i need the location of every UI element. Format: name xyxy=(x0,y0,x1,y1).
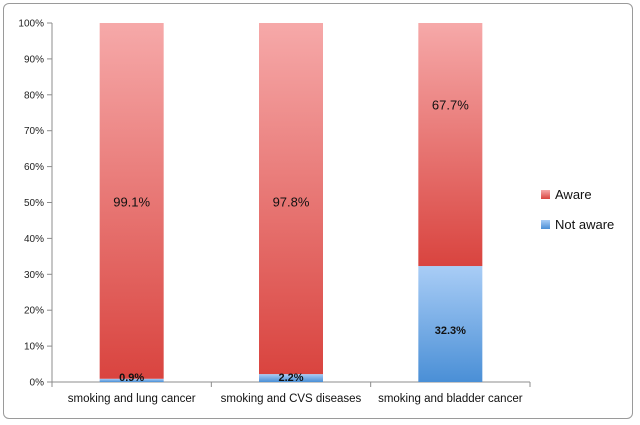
legend-label: Not aware xyxy=(555,217,614,232)
y-tick-label: 0% xyxy=(30,378,45,389)
x-category-label: smoking and lung cancer xyxy=(68,393,196,405)
bar-aware xyxy=(99,23,164,379)
y-tick-label: 40% xyxy=(24,234,44,245)
data-label-not-aware: 32.3% xyxy=(435,325,466,337)
data-label-aware: 67.7% xyxy=(432,98,469,113)
data-label-aware: 99.1% xyxy=(113,195,150,210)
y-tick-label: 60% xyxy=(24,162,44,173)
bar-not-aware xyxy=(99,378,164,382)
legend-swatch xyxy=(541,190,550,199)
bar-not-aware xyxy=(259,374,323,382)
data-labels: 99.1% 0.9% 97.8% 2.2% 67.7% 32.3% xyxy=(113,98,469,384)
legend: Aware Not aware xyxy=(541,187,614,232)
y-tick-label: 70% xyxy=(24,126,44,137)
bar-aware xyxy=(418,23,483,267)
x-category-label: smoking and CVS diseases xyxy=(221,393,362,405)
y-tick-label: 80% xyxy=(24,90,44,101)
legend-swatch xyxy=(541,220,550,229)
legend-label: Aware xyxy=(555,187,592,202)
y-tick-label: 50% xyxy=(24,198,44,209)
y-tick-label: 100% xyxy=(18,19,44,30)
data-label-not-aware: 0.9% xyxy=(119,372,144,384)
x-category-label: smoking and bladder cancer xyxy=(378,393,523,405)
bars xyxy=(99,23,483,382)
data-label-aware: 97.8% xyxy=(273,195,310,210)
data-label-not-aware: 2.2% xyxy=(278,372,303,384)
bar-aware xyxy=(259,23,323,375)
y-tick-label: 20% xyxy=(24,306,44,317)
y-tick-label: 90% xyxy=(24,54,44,65)
y-tick-label: 30% xyxy=(24,270,44,281)
bar-not-aware xyxy=(418,266,483,382)
y-tick-label: 10% xyxy=(24,342,44,353)
